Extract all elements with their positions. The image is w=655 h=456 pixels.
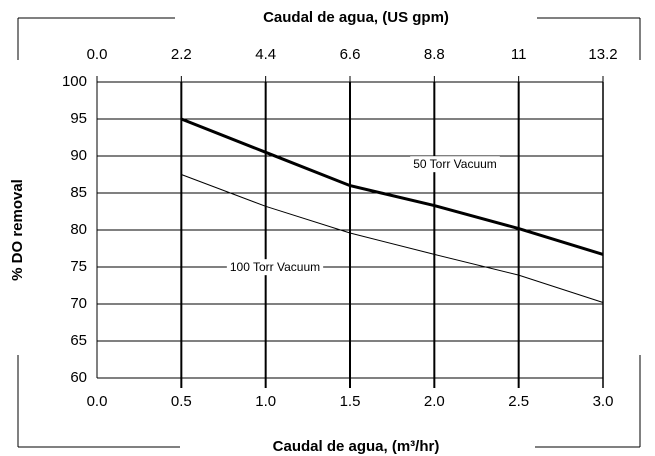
x2-tick-label: 2.2: [171, 46, 192, 63]
x-tick-label: 1.0: [255, 393, 276, 410]
x2-tick-label: 13.2: [588, 46, 617, 63]
series-line: [180, 117, 604, 256]
annotation-bg: [226, 259, 324, 276]
x-tick-label: 2.0: [424, 393, 445, 410]
y-tick-label: 90: [70, 147, 87, 164]
x-tick-label: 3.0: [593, 393, 614, 410]
y-tick-label: 65: [70, 332, 87, 349]
x-tick-label: 2.5: [508, 393, 529, 410]
y-tick-label: 80: [70, 221, 87, 238]
y-tick-label: 70: [70, 295, 87, 312]
x2-tick-label: 6.6: [340, 46, 361, 63]
frame: [17, 17, 641, 448]
y-tick-label: 60: [70, 369, 87, 386]
series-line: [181, 174, 604, 303]
series-annotation: 50 Torr Vacuum: [413, 157, 497, 171]
x-tick-label: 0.0: [87, 393, 108, 410]
series-annotation: 100 Torr Vacuum: [230, 260, 320, 274]
chart-title: Caudal de agua, (US gpm): [263, 9, 449, 26]
y-tick-label: 75: [70, 258, 87, 275]
x-axis-label: Caudal de agua, (m³/hr): [273, 438, 440, 455]
x2-tick-label: 8.8: [424, 46, 445, 63]
x2-tick-label: 4.4: [255, 46, 276, 63]
y-tick-label: 95: [70, 110, 87, 127]
annotation-bg: [410, 156, 500, 173]
y-tick-label: 85: [70, 184, 87, 201]
x-tick-label: 1.5: [340, 393, 361, 410]
x2-tick-label: 0.0: [87, 46, 108, 63]
x2-tick-label: 11: [511, 46, 527, 63]
x-tick-label: 0.5: [171, 393, 192, 410]
y-tick-label: 100: [62, 73, 87, 90]
y-axis-label: % DO removal: [9, 179, 26, 281]
